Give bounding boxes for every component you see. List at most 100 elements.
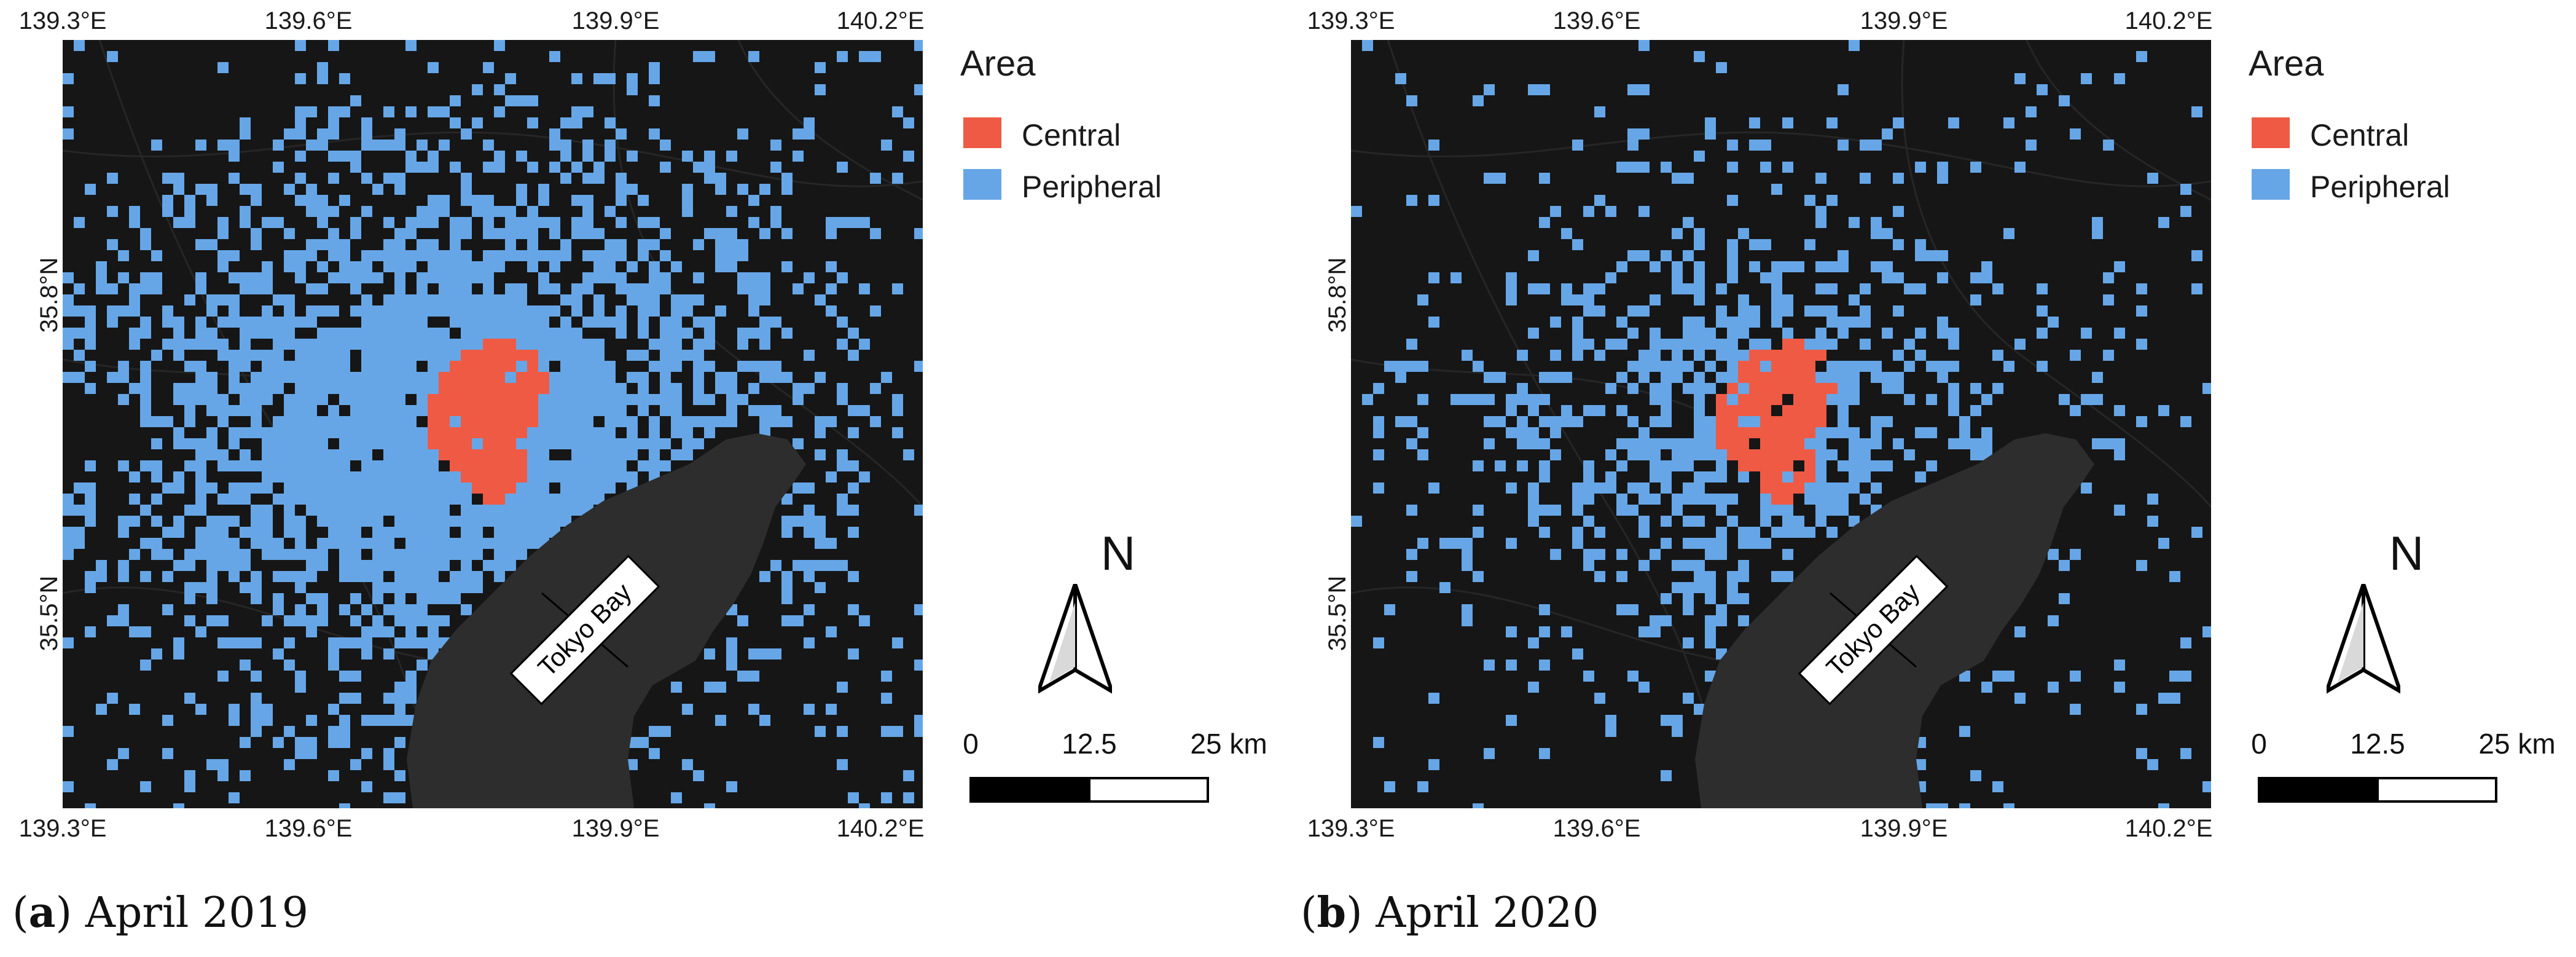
peripheral-cell	[593, 173, 605, 184]
peripheral-cell	[394, 228, 405, 239]
peripheral-cell	[1749, 538, 1760, 549]
peripheral-cell	[317, 427, 328, 438]
peripheral-cell	[781, 494, 793, 505]
peripheral-cell	[1815, 283, 1826, 294]
peripheral-cell	[1539, 173, 1550, 184]
peripheral-cell	[394, 571, 405, 582]
peripheral-cell	[1749, 317, 1760, 328]
peripheral-cell	[184, 781, 195, 792]
peripheral-cell	[372, 527, 383, 538]
peripheral-cell	[1583, 305, 1594, 317]
peripheral-cell	[582, 173, 593, 184]
peripheral-cell	[494, 106, 505, 117]
peripheral-cell	[1738, 350, 1749, 361]
peripheral-cell	[1926, 361, 1937, 372]
peripheral-cell	[1948, 394, 1959, 405]
central-cell	[1793, 416, 1804, 427]
peripheral-cell	[1893, 383, 1904, 394]
peripheral-cell	[826, 283, 837, 294]
peripheral-cell	[284, 615, 295, 626]
peripheral-cell	[1904, 361, 1915, 372]
central-cell	[461, 460, 472, 471]
central-cell	[516, 350, 527, 361]
peripheral-cell	[1738, 228, 1749, 239]
central-cell	[1815, 405, 1826, 416]
peripheral-cell	[129, 305, 140, 317]
peripheral-cell	[715, 416, 726, 427]
peripheral-cell	[693, 350, 704, 361]
peripheral-cell	[682, 416, 693, 427]
peripheral-cell	[284, 549, 295, 560]
peripheral-cell	[2158, 217, 2169, 228]
peripheral-cell	[1970, 162, 1981, 173]
map-frame: Tokyo Bay	[63, 40, 923, 808]
central-cell	[483, 416, 494, 427]
peripheral-cell	[394, 449, 405, 460]
peripheral-cell	[770, 405, 781, 416]
x-tick-bottom-3: 139.9°E	[571, 815, 660, 842]
peripheral-cell	[826, 305, 837, 317]
peripheral-cell	[804, 637, 815, 648]
peripheral-cell	[405, 405, 417, 416]
peripheral-cell	[217, 549, 229, 560]
peripheral-cell	[748, 217, 759, 228]
peripheral-cell	[826, 626, 837, 637]
peripheral-cell	[605, 140, 616, 151]
peripheral-cell	[273, 737, 284, 748]
peripheral-cell	[1771, 317, 1782, 328]
peripheral-cell	[74, 283, 85, 294]
peripheral-cell	[1672, 361, 1683, 372]
peripheral-cell	[206, 615, 217, 626]
peripheral-cell	[494, 571, 505, 582]
peripheral-cell	[85, 626, 96, 637]
peripheral-cell	[527, 261, 538, 272]
peripheral-cell	[1661, 538, 1672, 549]
peripheral-cell	[483, 305, 494, 317]
peripheral-cell	[317, 615, 328, 626]
peripheral-cell	[162, 748, 173, 759]
peripheral-cell	[560, 505, 571, 516]
peripheral-cell	[1406, 571, 1417, 582]
peripheral-cell	[339, 460, 350, 471]
peripheral-cell	[1959, 671, 1970, 682]
peripheral-cell	[317, 328, 328, 339]
peripheral-cell	[229, 482, 240, 494]
peripheral-cell	[1672, 560, 1683, 571]
central-cell	[1760, 460, 1771, 471]
peripheral-cell	[251, 328, 262, 339]
peripheral-cell	[1406, 549, 1417, 560]
peripheral-cell	[660, 228, 671, 239]
peripheral-cell	[1948, 339, 1959, 350]
legend-label-central: Central	[1022, 118, 1121, 152]
peripheral-cell	[1849, 217, 1860, 228]
peripheral-cell	[461, 328, 472, 339]
central-cell	[494, 383, 505, 394]
peripheral-cell	[1705, 361, 1716, 372]
peripheral-cell	[616, 272, 627, 283]
peripheral-cell	[129, 328, 140, 339]
peripheral-cell	[593, 261, 605, 272]
peripheral-cell	[649, 460, 660, 471]
peripheral-cell	[1373, 737, 1384, 748]
peripheral-cell	[428, 383, 439, 394]
peripheral-cell	[715, 715, 726, 726]
peripheral-cell	[273, 549, 284, 560]
peripheral-cell	[1716, 549, 1727, 560]
peripheral-cell	[328, 305, 339, 317]
peripheral-cell	[483, 62, 494, 73]
peripheral-cell	[1838, 328, 1849, 339]
peripheral-cell	[627, 759, 638, 770]
peripheral-cell	[1782, 117, 1793, 128]
peripheral-cell	[483, 140, 494, 151]
peripheral-cell	[405, 471, 417, 482]
peripheral-cell	[1572, 140, 1583, 151]
peripheral-cell	[1495, 460, 1506, 471]
peripheral-cell	[848, 571, 859, 582]
peripheral-cell	[649, 272, 660, 283]
central-cell	[1804, 460, 1815, 471]
peripheral-cell	[538, 482, 549, 494]
peripheral-cell	[1638, 84, 1650, 95]
central-cell	[450, 427, 461, 438]
central-cell	[1771, 460, 1782, 471]
peripheral-cell	[317, 604, 328, 615]
